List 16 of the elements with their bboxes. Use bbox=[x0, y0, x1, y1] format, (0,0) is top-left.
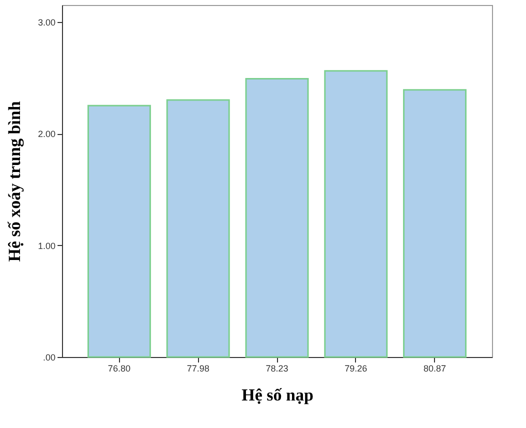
x-tick-label: 78.23 bbox=[266, 364, 288, 374]
y-tick-label: 2.00 bbox=[38, 129, 56, 140]
x-tick-label: 77.98 bbox=[186, 364, 210, 374]
bar bbox=[403, 89, 467, 358]
bar bbox=[245, 78, 309, 358]
x-tick-label: 80.87 bbox=[424, 364, 446, 374]
x-tick-label: 76.80 bbox=[108, 364, 130, 374]
bar bbox=[324, 70, 388, 358]
x-tick-label: 79.26 bbox=[344, 364, 368, 374]
y-tick-label: .00 bbox=[42, 352, 56, 362]
x-axis-title: Hệ số nạp bbox=[242, 386, 314, 404]
bar bbox=[87, 104, 151, 358]
y-axis-title: Hệ số xoáy trung bình bbox=[4, 100, 24, 262]
y-tick-label: 3.00 bbox=[38, 17, 56, 28]
y-tick-label: 1.00 bbox=[38, 240, 56, 251]
bar bbox=[166, 99, 230, 358]
